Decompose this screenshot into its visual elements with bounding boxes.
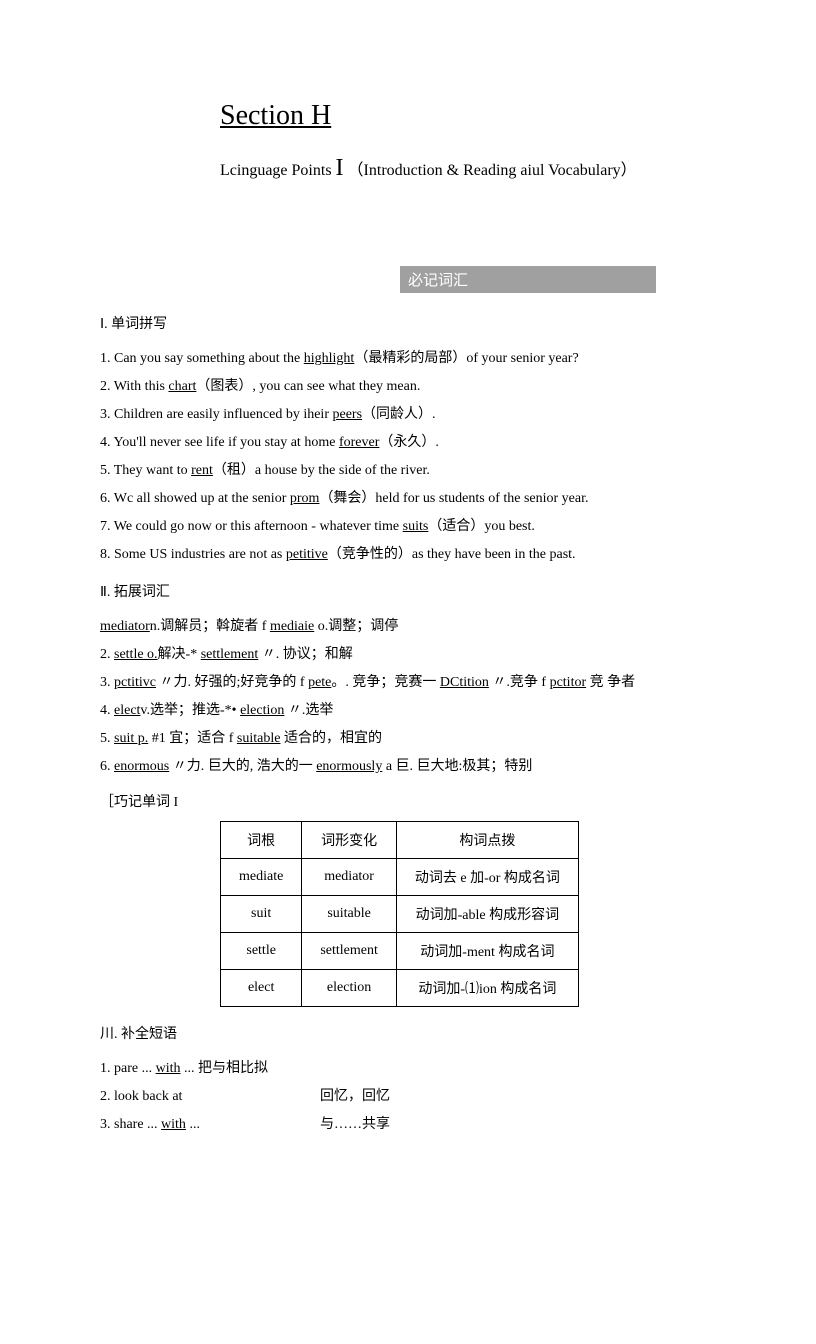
list-item: 5. They want to rent（租）a house by the si… [100, 457, 716, 485]
table-cell: suitable [302, 896, 397, 933]
list-item: 3. pctitivc 〃力. 好强的;好竞争的 f pete。. 竞争；竞赛一… [100, 669, 716, 697]
heading-2: Ⅱ. 拓展词汇 [100, 581, 716, 601]
vocab-list-1: 1. Can you say something about the highl… [100, 345, 716, 569]
table-cell: 动词加-⑴ion 构成名词 [396, 970, 578, 1007]
list-item: 3. share ... with ...与……共享 [100, 1111, 716, 1139]
subtitle-suffix: （Introduction & Reading aiul Vocabulary） [344, 162, 637, 179]
ext1-u2: mediaie [270, 619, 314, 634]
ext-line-1: mediatorn.调解员；斡旋者 f mediaie o.调整；调停 [100, 613, 716, 641]
list-item: 5. suit p. #1 宜；适合 f suitable 适合的，相宜的 [100, 725, 716, 753]
phrase-list: 1. pare ... with ... 把与相比拟2. look back a… [100, 1055, 716, 1139]
word-table: 词根词形变化构词点拨mediatemediator动词去 e 加-or 构成名词… [220, 821, 579, 1007]
list-item: 8. Some US industries are not as petitiv… [100, 541, 716, 569]
table-cell: settlement [302, 933, 397, 970]
ext1-u1: mediator [100, 619, 150, 634]
table-cell: election [302, 970, 397, 1007]
page-title: Section H [220, 100, 716, 132]
table-row: electelection动词加-⑴ion 构成名词 [221, 970, 579, 1007]
ext1-mid: n.调解员；斡旋者 f [150, 619, 270, 634]
table-row: settlesettlement动词加-ment 构成名词 [221, 933, 579, 970]
table-cell: 动词去 e 加-or 构成名词 [396, 859, 578, 896]
heading-3: 川. 补全短语 [100, 1023, 716, 1043]
vocab-list-2: 2. settle o.解决-* settlement 〃. 协议；和解3. p… [100, 641, 716, 781]
table-cell: suit [221, 896, 302, 933]
table-cell: settle [221, 933, 302, 970]
list-item: 6. enormous 〃力. 巨大的, 浩大的一 enormously a 巨… [100, 753, 716, 781]
page-subtitle: Lcinguage Points I （Introduction & Readi… [220, 150, 640, 186]
list-item: 3. Children are easily influenced by ihe… [100, 401, 716, 429]
list-item: 1. Can you say something about the highl… [100, 345, 716, 373]
list-item: 4. You'll never see life if you stay at … [100, 429, 716, 457]
ext1-post: o.调整；调停 [314, 619, 398, 634]
subtitle-prefix: Lcinguage Points [220, 162, 336, 179]
note-label: ［巧记单词 I [100, 791, 716, 811]
table-cell: elect [221, 970, 302, 1007]
list-item: 4. electv.选举；推选-*• election 〃.选举 [100, 697, 716, 725]
table-cell: mediate [221, 859, 302, 896]
subtitle-roman: I [336, 155, 344, 181]
list-item: 1. pare ... with ... 把与相比拟 [100, 1055, 716, 1083]
table-cell: mediator [302, 859, 397, 896]
list-item: 2. With this chart（图表）, you can see what… [100, 373, 716, 401]
table-header-cell: 词根 [221, 822, 302, 859]
table-cell: 动词加-ment 构成名词 [396, 933, 578, 970]
list-item: 7. We could go now or this afternoon - w… [100, 513, 716, 541]
list-item: 6. Wc all showed up at the senior prom（舞… [100, 485, 716, 513]
list-item: 2. look back at回忆，回忆 [100, 1083, 716, 1111]
list-item: 2. settle o.解决-* settlement 〃. 协议；和解 [100, 641, 716, 669]
table-header-cell: 词形变化 [302, 822, 397, 859]
table-cell: 动词加-able 构成形容词 [396, 896, 578, 933]
heading-1: Ⅰ. 单词拼写 [100, 313, 716, 333]
section-banner: 必记词汇 [400, 266, 656, 293]
table-row: mediatemediator动词去 e 加-or 构成名词 [221, 859, 579, 896]
table-row: suitsuitable动词加-able 构成形容词 [221, 896, 579, 933]
table-header-cell: 构词点拨 [396, 822, 578, 859]
